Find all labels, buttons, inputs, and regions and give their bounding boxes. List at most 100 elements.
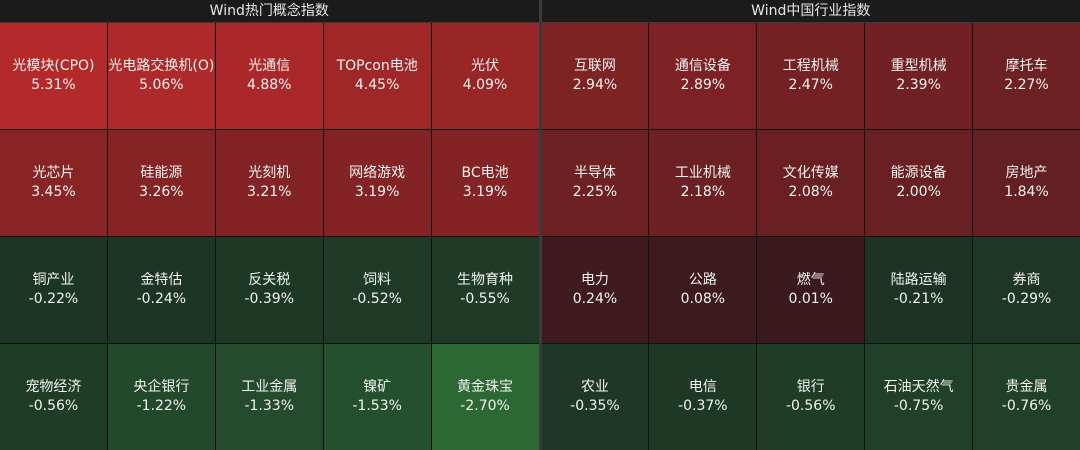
tile-change: -0.35% [570,398,620,414]
tile[interactable]: 银行 -0.56% [757,344,865,450]
tile[interactable]: 光通信 4.88% [215,23,323,129]
tile-label: 光伏 [471,58,500,74]
tile[interactable]: 光芯片 3.45% [0,130,107,236]
tile-label: 文化传媒 [782,165,839,181]
tile[interactable]: 券商 -0.29% [973,237,1080,343]
tile[interactable]: 光模块(CPO) 5.31% [0,23,107,129]
panel: Wind中国行业指数 互联网 2.94% 通信设备 2.89% 工程机械 2.47% 重型机械… [541,0,1080,450]
tile[interactable]: TOPcon电池 4.45% [323,23,431,129]
tile-change: 2.25% [572,184,618,200]
tile[interactable]: 网络游戏 3.19% [323,130,431,236]
tile-label: 光刻机 [248,165,291,181]
tile-label: 宠物经济 [25,379,82,395]
tile-change: 5.06% [139,77,184,93]
tile-change: -0.52% [352,291,402,307]
tile[interactable]: 陆路运输 -0.21% [865,237,973,343]
tile-change: 2.94% [572,77,618,93]
tile[interactable]: 铜产业 -0.22% [0,237,107,343]
tile-label: 央企银行 [133,379,190,395]
tile-label: 黄金珠宝 [457,379,514,395]
tile[interactable]: 文化传媒 2.08% [757,130,865,236]
tile-change: 4.45% [354,77,400,93]
tile-label: 光模块(CPO) [12,58,95,74]
tile[interactable]: 饲料 -0.52% [323,237,431,343]
tile-label: BC电池 [461,165,509,181]
tile-label: 生物育种 [457,272,514,288]
tile[interactable]: 反关税 -0.39% [215,237,323,343]
tile-change: -1.33% [244,398,294,414]
panel-title: Wind中国行业指数 [541,0,1080,23]
tile-label: 铜产业 [32,272,75,288]
tile-label: 互联网 [573,58,616,74]
tile-change: -0.76% [1001,398,1052,414]
tile[interactable]: 镍矿 -1.53% [323,344,431,450]
tile[interactable]: 半导体 2.25% [541,130,649,236]
tile[interactable]: 工程机械 2.47% [757,23,865,129]
tile-change: -2.70% [460,398,510,414]
tile[interactable]: 电力 0.24% [541,237,649,343]
tile-label: 农业 [580,379,609,395]
tile[interactable]: 摩托车 2.27% [973,23,1080,129]
tile-label: 陆路运输 [890,272,947,288]
tile[interactable]: 黄金珠宝 -2.70% [431,344,539,450]
tile-grid: 光模块(CPO) 5.31% 光电路交换机(O) 5.06% 光通信 4.88% TOPco… [0,23,539,450]
tile[interactable]: 生物育种 -0.55% [431,237,539,343]
tile-label: 工业机械 [674,165,731,181]
tile-label: 光芯片 [32,165,75,181]
tile-change: -0.56% [28,398,79,414]
tile[interactable]: 农业 -0.35% [541,344,649,450]
tile-label: 房地产 [1005,165,1048,181]
tile-change: 2.89% [680,77,726,93]
tile-change: 2.47% [788,77,833,93]
tile-label: 公路 [688,272,717,288]
tile-label: 饲料 [363,272,392,288]
tile[interactable]: 电信 -0.37% [649,344,757,450]
tile[interactable]: 硅能源 3.26% [107,130,215,236]
tile-change: -0.55% [460,291,510,307]
tile[interactable]: 燃气 0.01% [757,237,865,343]
tile[interactable]: 工业机械 2.18% [649,130,757,236]
tile-label: 贵金属 [1005,379,1048,395]
tile[interactable]: 能源设备 2.00% [865,130,973,236]
tile-label: 金特估 [140,272,183,288]
tile-label: 电力 [580,272,609,288]
tile-label: 能源设备 [890,165,947,181]
tile[interactable]: 房地产 1.84% [973,130,1080,236]
tile[interactable]: 宠物经济 -0.56% [0,344,107,450]
tile[interactable]: 通信设备 2.89% [649,23,757,129]
tile[interactable]: 央企银行 -1.22% [107,344,215,450]
tile-label: 通信设备 [674,58,731,74]
tile[interactable]: 光电路交换机(O) 5.06% [107,23,215,129]
tile-label: 燃气 [796,272,825,288]
tile[interactable]: 工业金属 -1.33% [215,344,323,450]
tile-change: 3.19% [354,184,400,200]
tile[interactable]: 光伏 4.09% [431,23,539,129]
tile[interactable]: 光刻机 3.21% [215,130,323,236]
tile[interactable]: BC电池 3.19% [431,130,539,236]
tile[interactable]: 公路 0.08% [649,237,757,343]
tile-change: 3.21% [247,184,292,200]
tile-label: 银行 [796,379,825,395]
tile-change: 3.45% [31,184,76,200]
tile-change: -1.22% [136,398,187,414]
tile-change: 0.01% [788,291,833,307]
tile[interactable]: 互联网 2.94% [541,23,649,129]
tile-change: -0.29% [1001,291,1052,307]
tile-change: -0.75% [893,398,944,414]
tile[interactable]: 贵金属 -0.76% [973,344,1080,450]
tile-label: 券商 [1012,272,1041,288]
tile-label: 工业金属 [241,379,298,395]
tile-change: -0.22% [28,291,79,307]
tile-change: -0.24% [136,291,187,307]
tile-change: 2.08% [788,184,833,200]
tile-label: 重型机械 [890,58,947,74]
panel-title: Wind热门概念指数 [0,0,539,23]
tile[interactable]: 金特估 -0.24% [107,237,215,343]
tile-label: 硅能源 [140,165,183,181]
tile[interactable]: 石油天然气 -0.75% [865,344,973,450]
panel: Wind热门概念指数 光模块(CPO) 5.31% 光电路交换机(O) 5.06% 光通信… [0,0,539,450]
tile-label: 石油天然气 [883,379,954,395]
tile[interactable]: 重型机械 2.39% [865,23,973,129]
tile-grid: 互联网 2.94% 通信设备 2.89% 工程机械 2.47% 重型机械 2.39% 摩托车 2.… [541,23,1080,450]
tile-change: 3.26% [139,184,184,200]
